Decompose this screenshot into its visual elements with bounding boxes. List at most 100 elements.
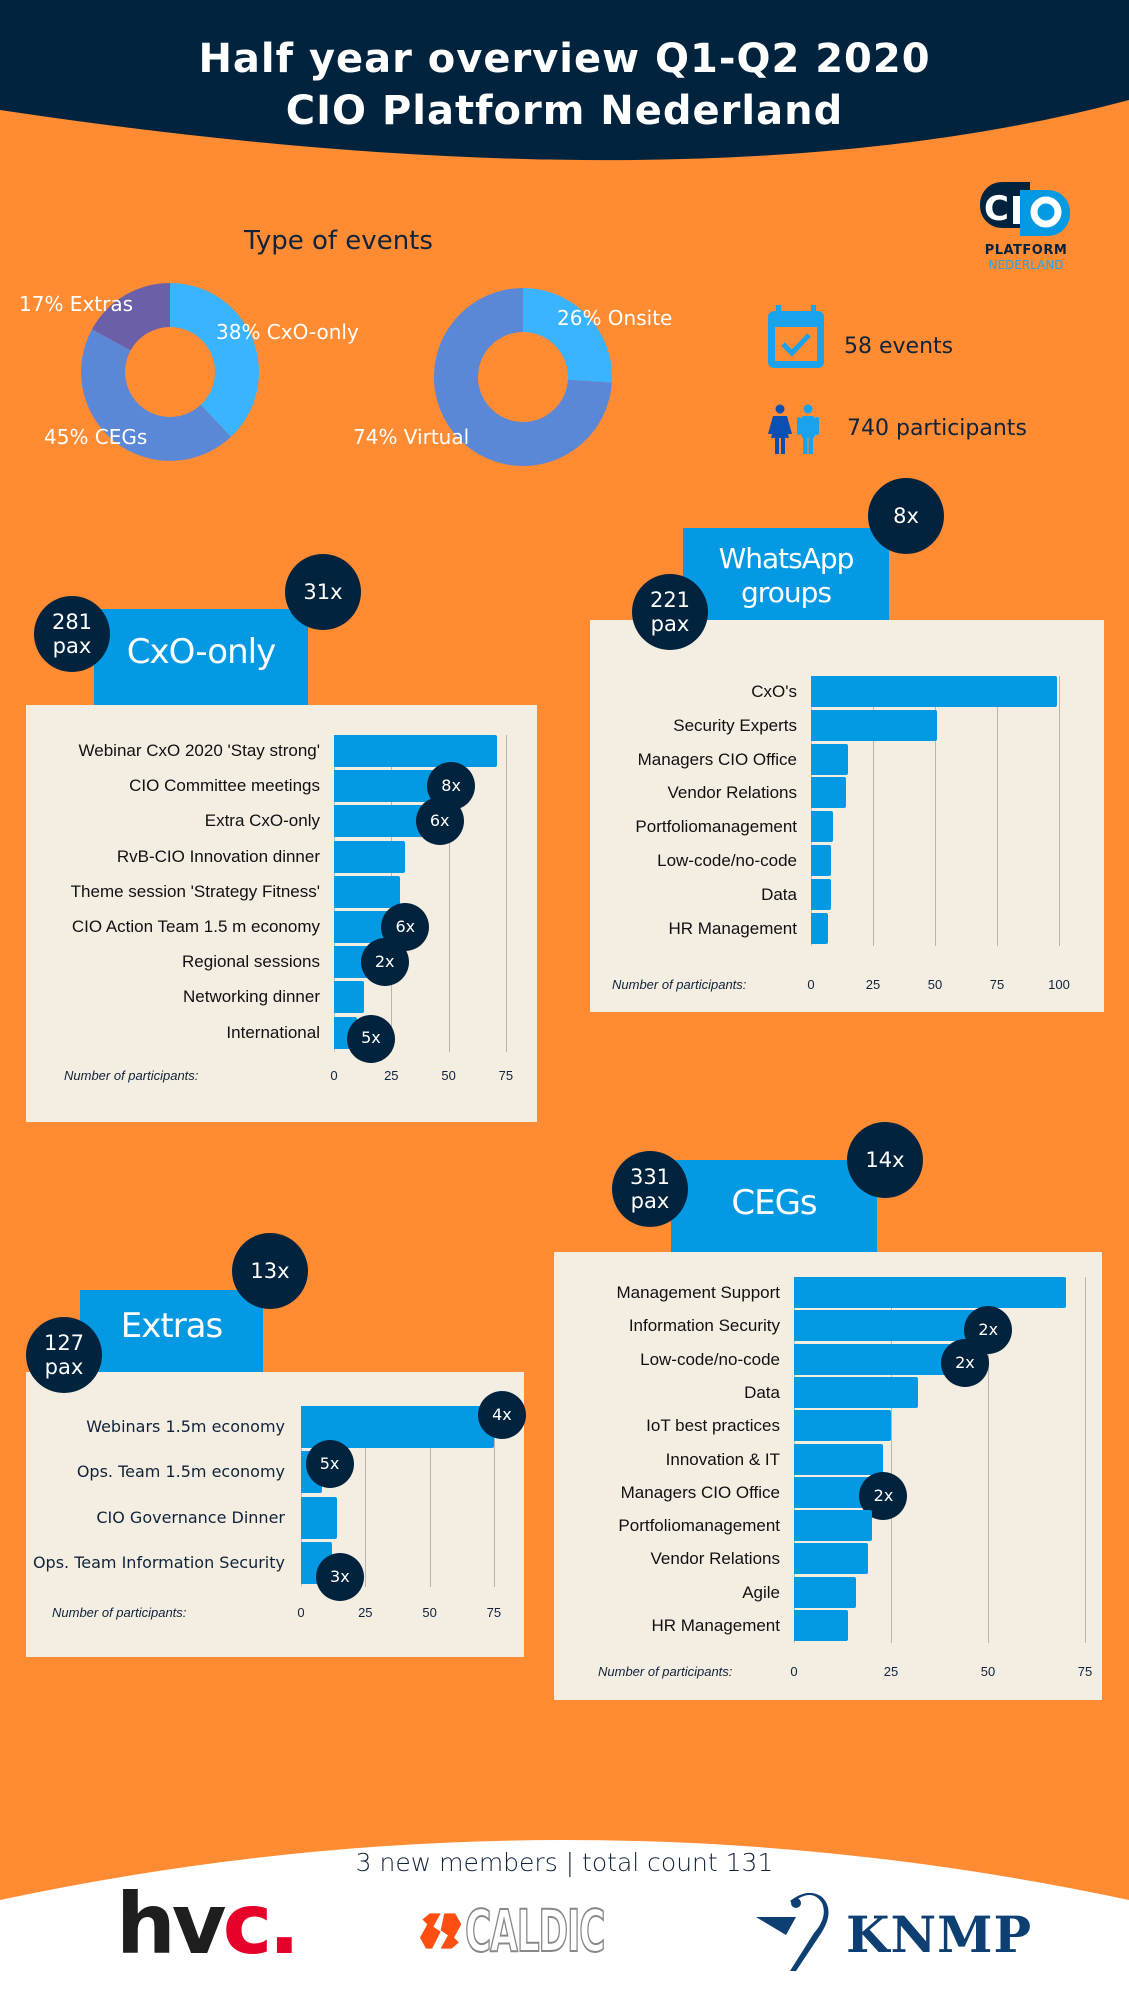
bar-label: Ops. Team 1.5m economy — [76, 1462, 285, 1482]
gridline — [429, 1406, 431, 1588]
axis-tick-label: 25 — [865, 977, 881, 992]
axis-tick-label: 0 — [790, 1664, 798, 1679]
bar — [334, 735, 497, 767]
event-count-badge: 5x — [346, 1014, 395, 1063]
caldic-wordmark: CALDIC — [465, 1896, 607, 1966]
bar-label: Portfoliomanagement — [635, 817, 797, 837]
extras-events-badge: 13x — [232, 1233, 308, 1309]
cegs-title: CEGs — [731, 1183, 817, 1223]
bar-label: Extra CxO-only — [204, 811, 320, 831]
axis-tick-label: 50 — [927, 977, 943, 992]
gridline — [891, 1277, 892, 1644]
format-donut-chart — [433, 288, 612, 466]
axis-tick-label: 0 — [330, 1068, 338, 1083]
bar-label: Managers CIO Office — [637, 749, 797, 769]
events-count: 58 events — [844, 334, 954, 359]
logo-text-platform: PLATFORM — [984, 243, 1068, 258]
bar-label: Vendor Relations — [650, 1549, 780, 1569]
extras-tab: Extras — [80, 1290, 263, 1376]
donut-label-onsite: 26% Onsite — [557, 306, 673, 330]
event-count-badge: 5x — [305, 1440, 354, 1489]
bar-label: HR Management — [668, 918, 797, 938]
category-donut-chart — [81, 283, 259, 461]
extras-pax-badge: 127 pax — [26, 1317, 102, 1393]
bar — [811, 811, 834, 843]
donut-label-cegs: 45% CEGs — [44, 425, 148, 449]
cxo-only-events-badge: 31x — [285, 554, 361, 630]
bar-label: Agile — [742, 1582, 780, 1602]
event-count-badge: 2x — [360, 938, 409, 987]
bar — [794, 1310, 981, 1342]
bar-label: Ops. Team Information Security — [32, 1552, 285, 1572]
x-axis-title: Number of participants: — [64, 1068, 199, 1083]
bar — [301, 1496, 337, 1539]
bar-label: RvB-CIO Innovation dinner — [116, 846, 320, 866]
bar-label: IoT best practices — [646, 1416, 780, 1436]
page-title-line2: CIO Platform Nederland — [285, 88, 844, 134]
x-axis-title: Number of participants: — [52, 1605, 187, 1620]
bar-label: Data — [744, 1382, 780, 1402]
bar-label: Portfoliomanagement — [618, 1516, 780, 1536]
bar — [794, 1610, 849, 1641]
bar-label: Regional sessions — [182, 952, 320, 972]
gridline — [448, 735, 450, 1052]
axis-tick-label: 50 — [441, 1068, 456, 1083]
axis-tick-label: 25 — [883, 1664, 899, 1679]
cxo-only-title: CxO-only — [126, 632, 276, 672]
extras-title: Extras — [120, 1306, 223, 1346]
whatsapp-tab: WhatsApp groups — [683, 528, 889, 624]
knmp-wordmark: KNMP — [846, 1904, 1033, 1964]
bar — [794, 1510, 872, 1542]
hvc-logo: hvc. — [116, 1875, 300, 1973]
footer-background — [0, 1840, 1129, 2000]
whatsapp-events-badge: 8x — [868, 478, 944, 554]
axis-tick-label: 75 — [486, 1605, 502, 1620]
bar-label: Webinars 1.5m economy — [86, 1417, 285, 1436]
bar-label: Managers CIO Office — [620, 1482, 780, 1502]
bar-label: Data — [761, 884, 797, 904]
bar-label: Low-code/no-code — [640, 1349, 780, 1369]
cio-platform-logo: C PLATFORM NEDERLAND — [978, 180, 1074, 272]
bar-label: Security Experts — [673, 715, 797, 735]
cxo-only-tab: CxO-only — [94, 609, 308, 709]
cegs-tab: CEGs — [671, 1160, 877, 1256]
participants-count: 740 participants — [847, 416, 1027, 441]
bar — [794, 1376, 919, 1408]
bar — [811, 709, 938, 741]
event-count-badge: 2x — [859, 1472, 908, 1521]
gridline — [873, 676, 874, 947]
type-of-events-title: Type of events — [244, 226, 433, 256]
bar-label: Theme session 'Strategy Fitness' — [70, 881, 320, 901]
axis-tick-label: 50 — [980, 1664, 996, 1679]
bar — [811, 777, 846, 809]
bar — [811, 743, 849, 775]
bar-label: CIO Action Team 1.5 m economy — [71, 917, 320, 936]
gridline — [365, 1406, 367, 1588]
bar — [794, 1443, 884, 1475]
bar — [794, 1277, 1066, 1308]
gridline — [935, 676, 936, 947]
donut-label-extras: 17% Extras — [19, 292, 134, 316]
bar-label: Low-code/no-code — [657, 851, 797, 870]
bar — [334, 770, 438, 803]
bar-label: Management Support — [616, 1283, 781, 1302]
bar — [794, 1576, 857, 1608]
bar-label: Innovation & IT — [665, 1449, 780, 1469]
bar — [811, 845, 831, 876]
bar-label: Webinar CxO 2020 'Stay strong' — [78, 741, 320, 760]
page-title-line1: Half year overview Q1-Q2 2020 — [198, 36, 931, 82]
x-axis-title: Number of participants: — [612, 977, 747, 992]
axis-tick-label: 75 — [498, 1068, 514, 1083]
bar — [811, 912, 829, 944]
donut-label-virtual: 74% Virtual — [353, 425, 470, 449]
bar — [334, 840, 406, 873]
bar — [794, 1343, 957, 1375]
donut-label-cxo-only: 38% CxO-only — [216, 320, 359, 344]
bar — [794, 1543, 868, 1575]
header-background — [0, 0, 1129, 161]
axis-tick-label: 0 — [807, 977, 815, 992]
new-members-summary: 3 new members | total count 131 — [355, 1848, 774, 1877]
bar-label: CIO Governance Dinner — [96, 1507, 285, 1527]
gridline — [1085, 1277, 1086, 1644]
bar-label: HR Management — [651, 1616, 780, 1635]
